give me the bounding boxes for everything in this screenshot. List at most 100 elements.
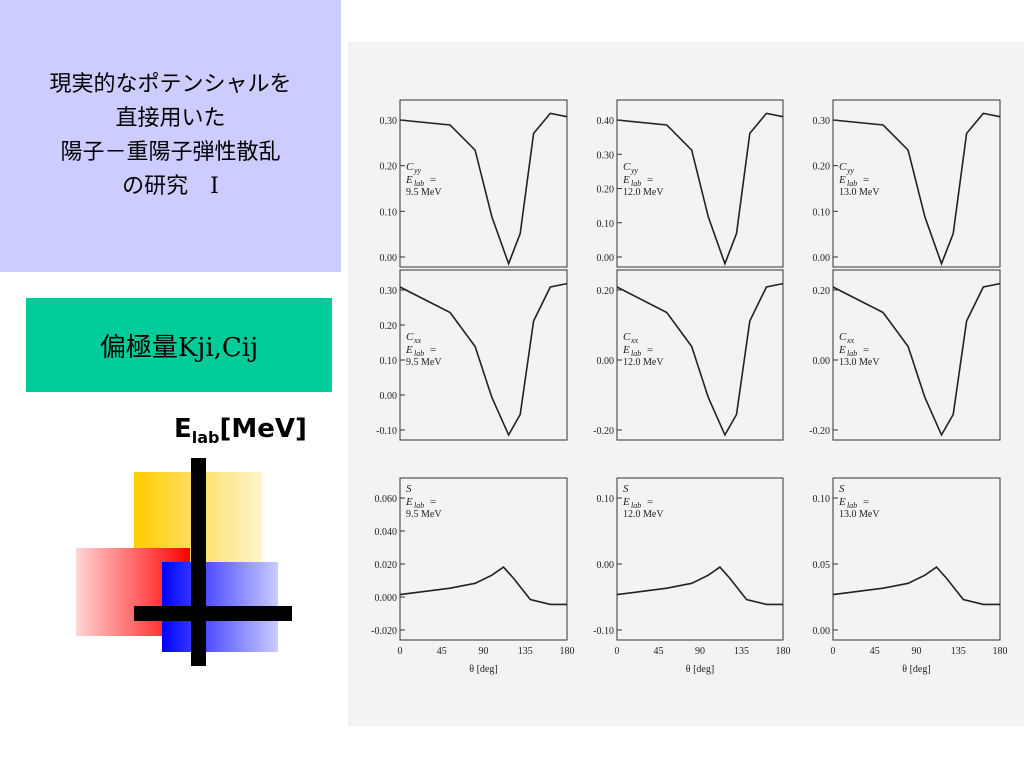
y-tick-label: 0.30 [380, 286, 398, 297]
y-tick-label: 0.000 [375, 593, 398, 604]
energy-sub: lab [631, 349, 641, 358]
energy-sub: lab [847, 179, 857, 188]
x-tick-label: 135 [518, 646, 533, 657]
panel-symbol-sub: xx [413, 336, 422, 345]
x-tick-label: 90 [912, 646, 922, 657]
panel-symbol: S [406, 483, 412, 495]
panel-symbol: C [406, 331, 414, 343]
title-box: 現実的なポテンシャルを 直接用いた 陽子－重陽子弾性散乱 の研究 Ⅰ [0, 0, 341, 272]
x-tick-label: 90 [479, 646, 489, 657]
energy-value: 13.0 MeV [839, 357, 880, 368]
y-tick-label: -0.20 [809, 426, 830, 437]
panel-symbol-sub: xx [846, 336, 855, 345]
equals: = [863, 344, 869, 356]
energy-sub: lab [191, 428, 220, 448]
y-tick-label: 0.10 [813, 494, 831, 505]
curve [399, 566, 567, 606]
plot-frame [399, 269, 568, 441]
panel-symbol-sub: xx [630, 336, 639, 345]
x-tick-label: 45 [437, 646, 447, 657]
energy-value: 12.0 MeV [623, 509, 664, 520]
curve [616, 282, 784, 437]
plot-frame [616, 269, 784, 441]
energy-symbol: E [405, 496, 413, 508]
curve [832, 566, 1000, 606]
curve [399, 112, 568, 266]
energy-label: Elab[MeV] [174, 414, 307, 447]
plot-frame [616, 99, 784, 268]
plot-frame [399, 477, 568, 641]
energy-sub: lab [847, 501, 857, 510]
energy-symbol: E [622, 174, 630, 186]
equals: = [647, 174, 653, 186]
energy-symbol: E [622, 344, 630, 356]
title-line: 陽子－重陽子弾性散乱 [60, 140, 281, 165]
y-tick-label: 0.00 [380, 253, 398, 264]
equals: = [430, 174, 436, 186]
x-tick-label: 0 [398, 646, 403, 657]
x-axis-label: θ [deg] [686, 664, 714, 675]
y-tick-label: 0.10 [380, 356, 398, 367]
energy-value: 12.0 MeV [623, 357, 664, 368]
x-tick-label: 180 [560, 646, 575, 657]
energy-value: 9.5 MeV [406, 187, 442, 198]
y-tick-label: 0.00 [380, 391, 398, 402]
energy-sub: lab [847, 349, 857, 358]
panel-symbol: C [839, 161, 847, 173]
equals: = [863, 496, 869, 508]
title-line: 現実的なポテンシャルを [49, 72, 292, 97]
y-tick-label: 0.20 [380, 321, 398, 332]
equals: = [430, 496, 436, 508]
x-tick-label: 0 [831, 646, 836, 657]
panel-symbol-sub: yy [630, 166, 639, 175]
energy-sub: lab [631, 179, 641, 188]
y-tick-label: 0.30 [380, 116, 398, 127]
panel-symbol: C [839, 331, 847, 343]
x-tick-label: 180 [776, 646, 791, 657]
title-line: の研究 Ⅰ [122, 174, 219, 199]
x-axis-label: θ [deg] [469, 664, 497, 675]
energy-value: 9.5 MeV [406, 509, 442, 520]
plot-frame [832, 269, 1001, 441]
y-tick-label: 0.30 [813, 116, 831, 127]
panel-symbol-sub: yy [413, 166, 422, 175]
x-tick-label: 135 [734, 646, 749, 657]
y-tick-label: 0.20 [813, 162, 831, 173]
y-tick-label: 0.10 [380, 207, 398, 218]
y-tick-label: -0.20 [593, 426, 614, 437]
energy-symbol: E [838, 344, 846, 356]
x-tick-label: 45 [654, 646, 664, 657]
x-tick-label: 0 [615, 646, 620, 657]
energy-main: E [174, 414, 192, 444]
curve [616, 566, 783, 606]
title-line: 直接用いた [115, 106, 226, 131]
subtitle: 偏極量Kji,Cij [99, 332, 259, 363]
energy-sub: lab [414, 179, 424, 188]
y-tick-label: 0.060 [375, 494, 398, 505]
y-tick-label: -0.10 [376, 426, 397, 437]
equals: = [863, 174, 869, 186]
x-axis-label: θ [deg] [902, 664, 930, 675]
y-tick-label: 0.20 [813, 286, 831, 297]
x-tick-label: 135 [951, 646, 966, 657]
panel-symbol-sub: yy [846, 166, 855, 175]
panel-symbol: S [623, 483, 629, 495]
y-tick-label: 0.20 [597, 185, 615, 196]
equals: = [647, 496, 653, 508]
deco-cross [191, 458, 206, 666]
energy-sub: lab [414, 349, 424, 358]
y-tick-label: 0.20 [597, 286, 615, 297]
energy-sub: lab [414, 501, 424, 510]
energy-symbol: E [838, 174, 846, 186]
y-tick-label: 0.00 [813, 253, 831, 264]
energy-symbol: E [838, 496, 846, 508]
y-tick-label: 0.30 [597, 150, 615, 161]
y-tick-label: 0.10 [813, 207, 831, 218]
y-tick-label: 0.040 [375, 527, 398, 538]
figure: 0.300.200.100.00C yyE lab =9.5 MeV0.400.300… [371, 99, 1008, 675]
curve [399, 282, 568, 437]
energy-value: 13.0 MeV [839, 187, 880, 198]
y-tick-label: 0.00 [813, 626, 831, 637]
panel-symbol: C [623, 161, 631, 173]
